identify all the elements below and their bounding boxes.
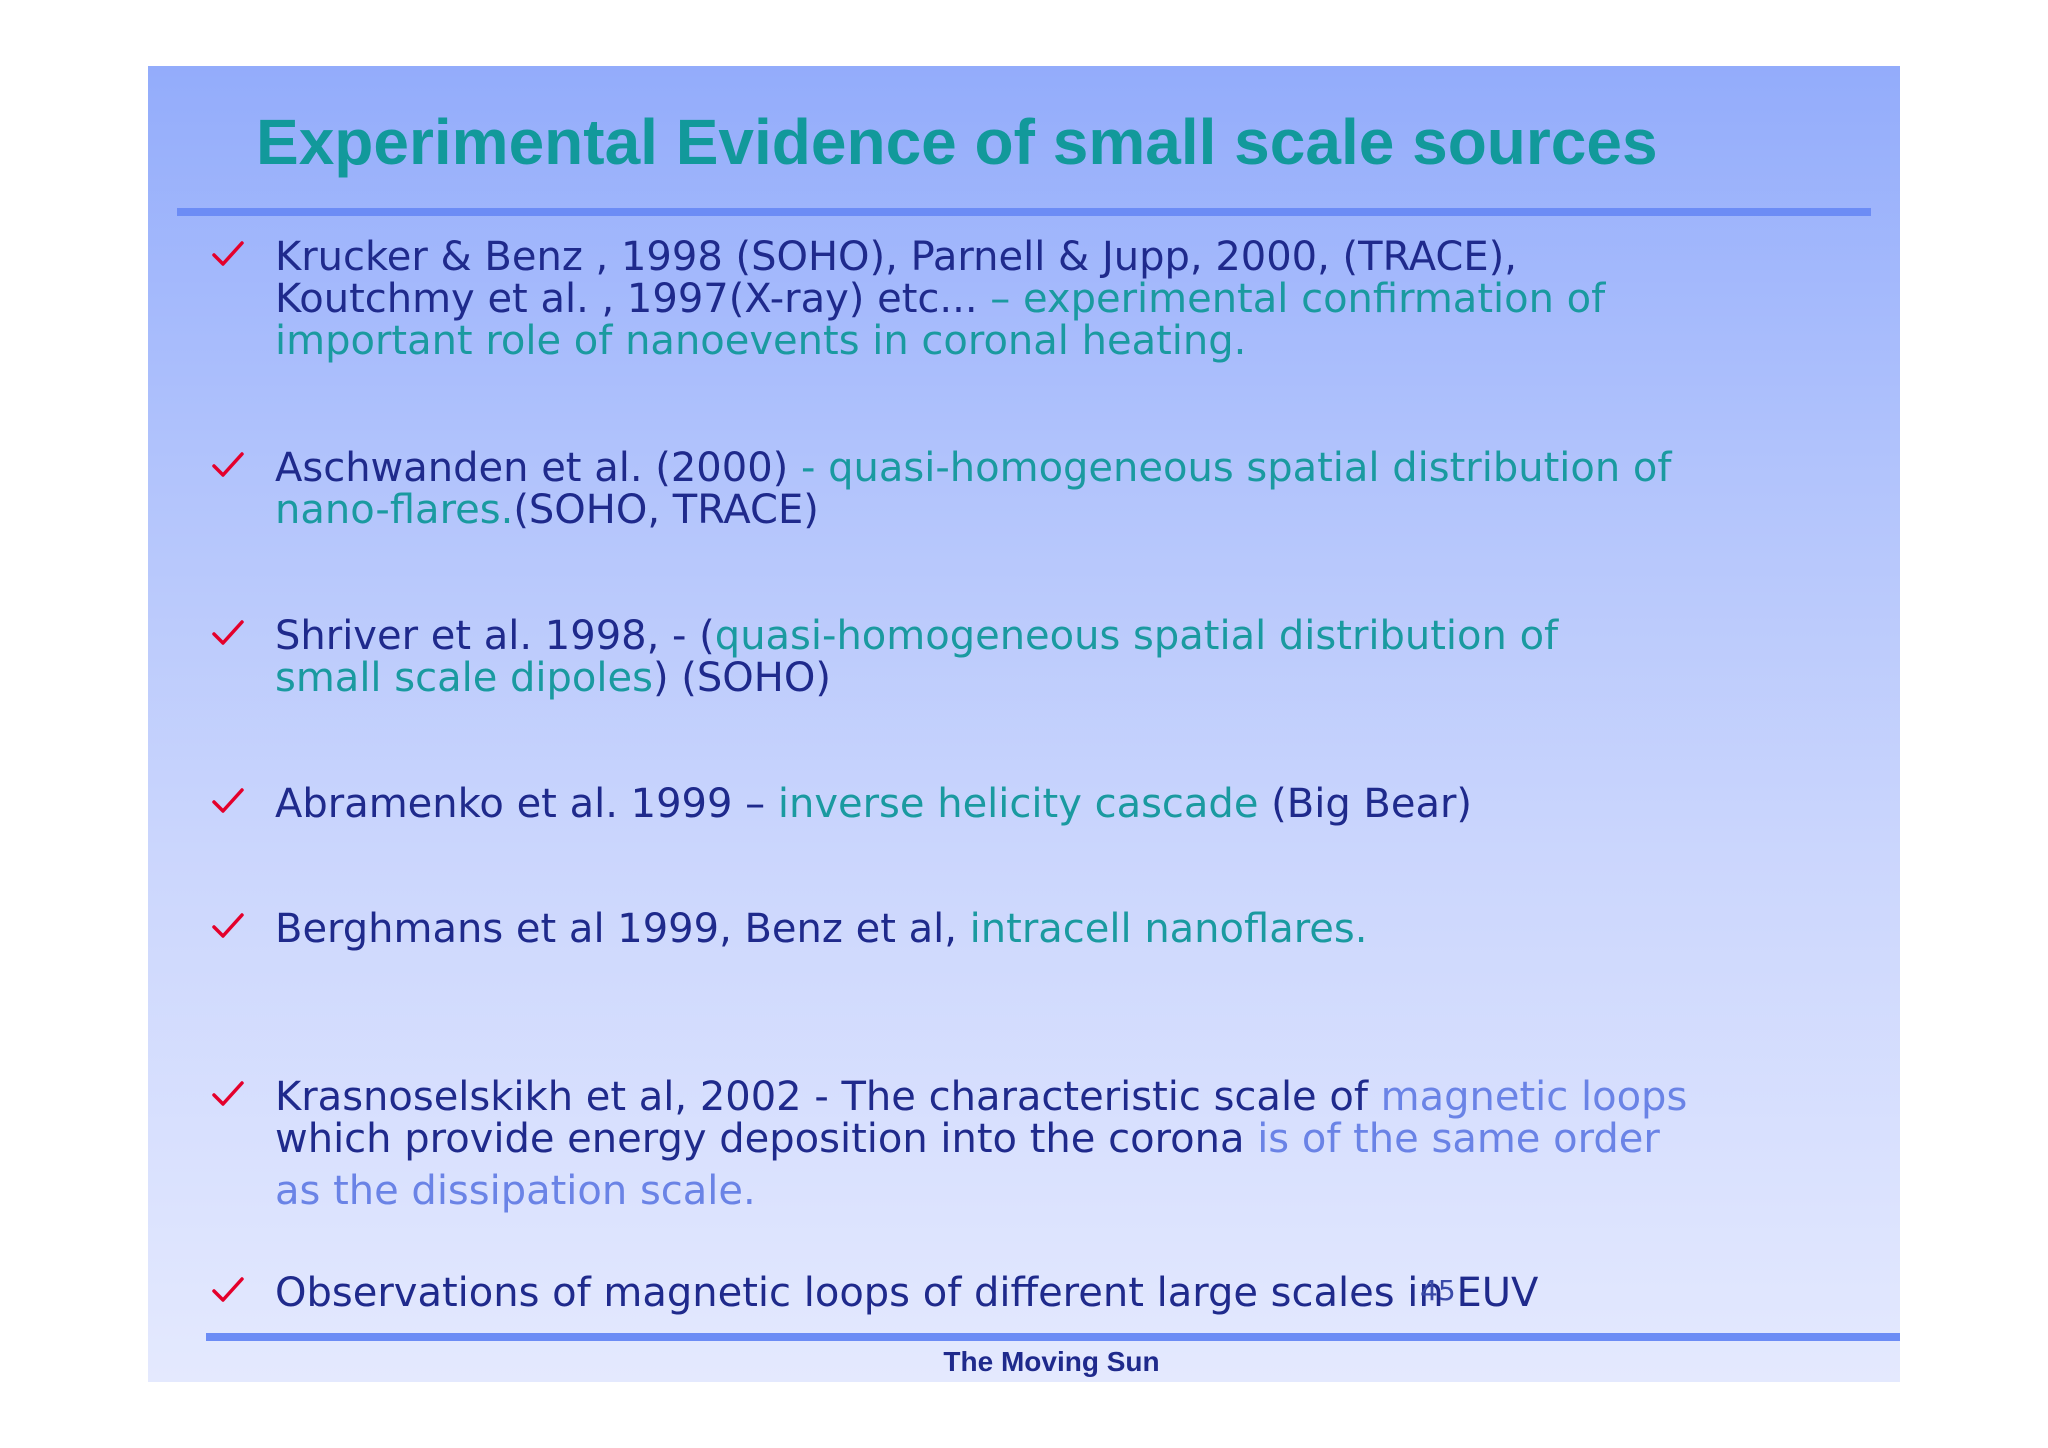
page-number: 45 (1420, 1274, 1456, 1307)
bullet-text: Observations of magnetic loops of differ… (275, 1272, 1885, 1314)
bullet-2-source: (SOHO, TRACE) (513, 487, 819, 533)
bullet-6-highlight: magnetic loops (1380, 1074, 1688, 1120)
bullet-text: Krucker & Benz , 1998 (SOHO), Parnell & … (275, 236, 1885, 362)
bullet-2-finding: - quasi-homogeneous spatial distribution… (800, 445, 1672, 491)
bullet-3-finding: quasi-homogeneous spatial distribution o… (714, 613, 1559, 659)
checkmark-icon (212, 241, 244, 266)
bullet-text: Krasnoselskikh et al, 2002 - The charact… (275, 1076, 1885, 1212)
checkmark-icon (212, 620, 244, 645)
bullet-5-finding: intracell nanoflares (969, 906, 1355, 952)
checkmark-icon (212, 1277, 244, 1302)
bullet-6-line-2: which provide energy deposition into the… (275, 1116, 1258, 1162)
checkmark-icon (212, 788, 244, 813)
bullet-text: Abramenko et al. 1999 – inverse helicity… (275, 783, 1885, 825)
bullet-6-citation: Krasnoselskikh et al, 2002 - The charact… (275, 1074, 1381, 1120)
bullet-1-line-1: Krucker & Benz , 1998 (SOHO), Parnell & … (275, 234, 1517, 280)
bullet-4-finding: inverse helicity cascade (777, 781, 1259, 827)
bullet-1-line-2-citation: Koutchmy et al. , 1997(X-ray) etc... (275, 276, 991, 322)
bullet-2-finding-cont: nano-flares. (275, 487, 514, 533)
bullet-4-source: (Big Bear) (1258, 781, 1473, 827)
slide-background (148, 66, 1900, 1382)
bullet-text: Aschwanden et al. (2000) - quasi-homogen… (275, 447, 1885, 531)
checkmark-icon (212, 913, 244, 938)
footer-divider (206, 1333, 1900, 1341)
bullet-3-source: ) (SOHO) (652, 655, 831, 701)
bullet-1-line-3-finding: important role of nanoevents in coronal … (275, 318, 1247, 364)
bullet-6-line-3-highlight: as the dissipation scale. (275, 1168, 756, 1214)
bullet-text: Berghmans et al 1999, Benz et al, intrac… (275, 908, 1885, 950)
checkmark-icon (212, 452, 244, 477)
slide-title: Experimental Evidence of small scale sou… (256, 106, 1658, 178)
bullet-3-citation: Shriver et al. 1998, - ( (275, 613, 715, 659)
bullet-7-text: Observations of magnetic loops of differ… (275, 1270, 1539, 1316)
title-divider (177, 208, 1871, 216)
bullet-3-finding-cont: small scale dipoles (275, 655, 653, 701)
bullet-1-line-2-finding: – experimental confirmation of (990, 276, 1606, 322)
bullet-4-citation: Abramenko et al. 1999 – (275, 781, 778, 827)
bullet-2-citation: Aschwanden et al. (2000) (275, 445, 801, 491)
footer-title: The Moving Sun (943, 1346, 1160, 1377)
bullet-5-citation: Berghmans et al 1999, Benz et al, (275, 906, 970, 952)
bullet-6-line-2-highlight: is of the same order (1257, 1116, 1660, 1162)
checkmark-icon (212, 1081, 244, 1106)
bullet-5-period: . (1354, 906, 1368, 952)
bullet-text: Shriver et al. 1998, - (quasi-homogeneou… (275, 615, 1885, 699)
